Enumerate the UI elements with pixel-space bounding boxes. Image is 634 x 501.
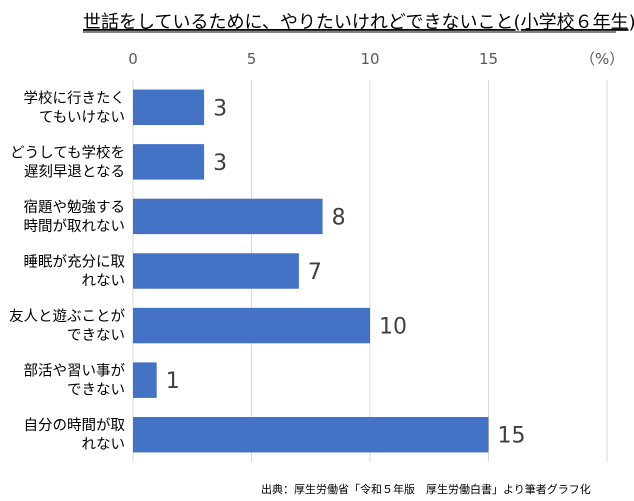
category-label-2: 宿題や勉強する時間が取れない bbox=[24, 199, 126, 235]
x-tick-label-3: 15 bbox=[479, 50, 498, 68]
bars bbox=[133, 89, 489, 453]
value-label-3: 7 bbox=[308, 260, 322, 285]
value-labels: 3 3 8 7 10 1 15 bbox=[166, 96, 526, 448]
x-axis-ticks: 0 5 10 15 bbox=[128, 50, 498, 68]
value-label-2: 8 bbox=[332, 205, 346, 230]
category-labels: 学校に行きたくてもいけないどうしても学校を遅刻早退となる宿題や勉強する時間が取れ… bbox=[9, 90, 125, 453]
category-label-5: 部活や習い事ができない bbox=[24, 363, 126, 399]
bar-3 bbox=[133, 253, 299, 289]
bar-0 bbox=[133, 89, 205, 126]
category-label-3: 睡眠が充分に取れない bbox=[24, 254, 126, 290]
value-label-4: 10 bbox=[379, 315, 407, 340]
bar-2 bbox=[133, 198, 323, 235]
category-label-0: 学校に行きたくてもいけない bbox=[24, 90, 126, 126]
bar-4 bbox=[133, 307, 370, 344]
bar-1 bbox=[133, 144, 205, 180]
x-tick-label-0: 0 bbox=[128, 50, 138, 68]
category-label-4: 友人と遊ぶことができない bbox=[9, 308, 125, 344]
unit-label: （%） bbox=[580, 50, 624, 68]
category-label-6: 自分の時間が取れない bbox=[24, 417, 126, 453]
value-label-1: 3 bbox=[213, 151, 227, 176]
category-label-1: どうしても学校を遅刻早退となる bbox=[10, 144, 125, 180]
x-tick-label-1: 5 bbox=[247, 50, 257, 68]
value-label-6: 15 bbox=[498, 424, 526, 449]
x-tick-label-2: 10 bbox=[360, 50, 379, 68]
chart-title: 世話をしているために、やりたいけれどできないこと(小学校６年生) bbox=[83, 12, 634, 33]
source-note: 出典：厚生労働省「令和５年版 厚生労働白書」より筆者グラフ化 bbox=[261, 482, 591, 496]
value-label-0: 3 bbox=[213, 96, 227, 121]
bar-5 bbox=[133, 362, 157, 398]
bar-6 bbox=[133, 416, 489, 453]
value-label-5: 1 bbox=[166, 369, 180, 394]
